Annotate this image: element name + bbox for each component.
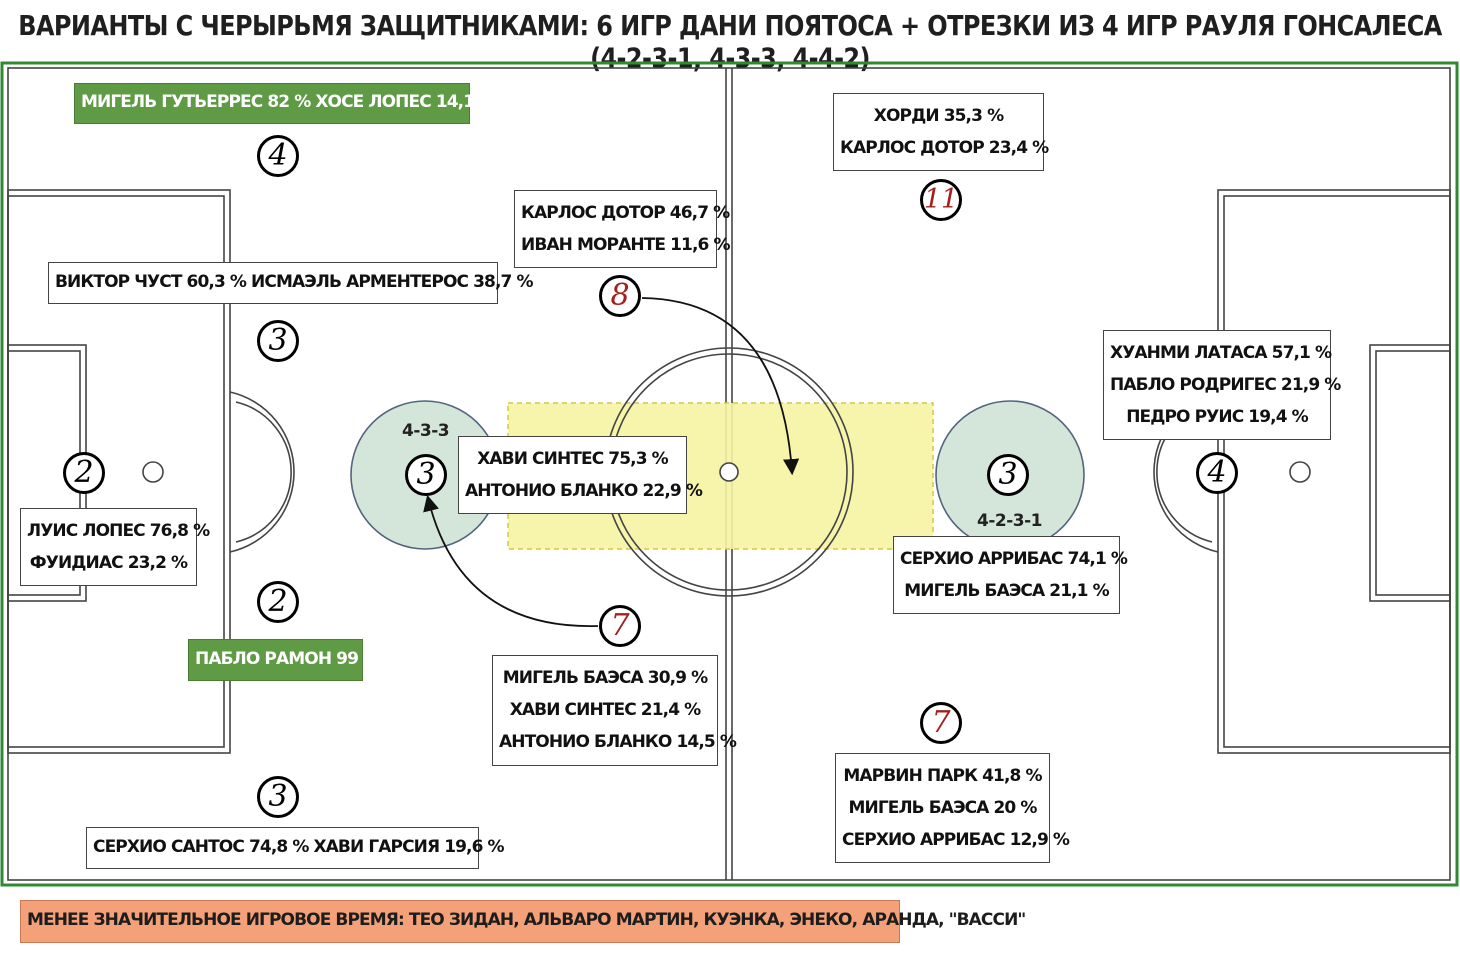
player-line: КАРЛОС ДОТОР 23,4 % — [840, 138, 1049, 158]
position-number-rcb: 2 — [257, 581, 299, 623]
player-line: ПАБЛО РОДРИГЕС 21,9 % — [1110, 375, 1341, 395]
players-box-lcb: ВИКТОР ЧУСТ 60,3 % ИСМАЭЛЬ АРМЕНТЕРОС 38… — [48, 262, 533, 304]
players-box-lb: МИГЕЛЬ ГУТЬЕРРЕС 82 % ХОСЕ ЛОПЕС 14,1 % — [74, 83, 496, 124]
pitch-border — [0, 61, 1459, 887]
position-number-dm: 3 — [405, 454, 447, 496]
player-line: КАРЛОС ДОТОР 46,7 % — [521, 203, 730, 223]
player-line: МИГЕЛЬ БАЭСА 20 % — [848, 798, 1037, 818]
position-number-am: 3 — [987, 454, 1029, 496]
center-spot — [719, 462, 739, 482]
position-number-rb: 3 — [257, 776, 299, 818]
right-penalty-spot — [1289, 461, 1311, 483]
player-line: ПЕДРО РУИС 19,4 % — [1126, 407, 1309, 427]
player-line: СЕРХИО САНТОС 74,8 % ХАВИ ГАРСИЯ 19,6 % — [93, 837, 505, 857]
position-number-lcb: 3 — [257, 320, 299, 362]
left-penalty-arc — [229, 391, 295, 553]
position-number-st: 4 — [1196, 452, 1238, 494]
formation-label-4231: 4-2-3-1 — [977, 511, 1042, 531]
arrow-7-back — [423, 494, 599, 627]
player-line: СЕРХИО АРРИБАС 74,1 % — [900, 549, 1128, 569]
players-box-gk: ЛУИС ЛОПЕС 76,8 % ФУИДИАС 23,2 % — [20, 508, 210, 586]
player-line: ХОРДИ 35,3 % — [873, 106, 1004, 126]
right-penalty-area — [1217, 189, 1451, 754]
position-number-gk: 2 — [63, 452, 105, 494]
position-number-lb: 4 — [257, 135, 299, 177]
player-line: ИВАН МОРАНТЕ 11,6 % — [521, 235, 731, 255]
player-line: СЕРХИО АРРИБАС 12,9 % — [842, 830, 1070, 850]
player-line: МАРВИН ПАРК 41,8 % — [843, 766, 1042, 786]
player-line: ПАБЛО РАМОН 99 % — [195, 649, 380, 669]
player-line: ХАВИ СИНТЕС 75,3 % — [477, 449, 669, 469]
player-line: МИГЕЛЬ ГУТЬЕРРЕС 82 % ХОСЕ ЛОПЕС 14,1 % — [81, 92, 496, 112]
player-line: МИГЕЛЬ БАЭСА 21,1 % — [904, 581, 1109, 601]
page-title: ВАРИАНТЫ С ЧЕРЫРЬМЯ ЗАЩИТНИКАМИ: 6 ИГР Д… — [18, 9, 1442, 75]
left-penalty-spot — [142, 461, 164, 483]
position-number-lw: 11 — [920, 179, 962, 221]
player-line: ХАВИ СИНТЕС 21,4 % — [509, 700, 702, 720]
players-box-rw: МАРВИН ПАРК 41,8 % МИГЕЛЬ БАЭСА 20 % СЕР… — [835, 753, 1070, 863]
player-line: АНТОНИО БЛАНКО 22,9 % — [465, 481, 703, 501]
position-number-cm8: 8 — [599, 275, 641, 317]
right-goal-area — [1369, 344, 1451, 602]
players-box-rcb: ПАБЛО РАМОН 99 % — [188, 639, 380, 681]
football-pitch — [0, 61, 1459, 887]
footer-note: МЕНЕЕ ЗНАЧИТЕЛЬНОЕ ИГРОВОЕ ВРЕМЯ: ТЕО ЗИ… — [20, 900, 1026, 943]
players-box-dm: ХАВИ СИНТЕС 75,3 % АНТОНИО БЛАНКО 22,9 % — [458, 436, 703, 514]
player-line: АНТОНИО БЛАНКО 14,5 % — [499, 732, 737, 752]
players-box-cm7: МИГЕЛЬ БАЭСА 30,9 % ХАВИ СИНТЕС 21,4 % А… — [492, 655, 737, 766]
players-box-am: СЕРХИО АРРИБАС 74,1 % МИГЕЛЬ БАЭСА 21,1 … — [893, 536, 1128, 614]
players-box-rb: СЕРХИО САНТОС 74,8 % ХАВИ ГАРСИЯ 19,6 % — [86, 827, 505, 869]
arrow-8-forward — [641, 297, 800, 476]
position-number-rw: 7 — [920, 702, 962, 744]
players-box-cm8: КАРЛОС ДОТОР 46,7 % ИВАН МОРАНТЕ 11,6 % — [514, 190, 731, 268]
formation-label-433: 4-3-3 — [402, 421, 450, 441]
player-line: ВИКТОР ЧУСТ 60,3 % ИСМАЭЛЬ АРМЕНТЕРОС 38… — [55, 272, 533, 292]
players-box-st: ХУАНМИ ЛАТАСА 57,1 % ПАБЛО РОДРИГЕС 21,9… — [1103, 330, 1341, 440]
player-line: ЛУИС ЛОПЕС 76,8 % — [27, 521, 210, 541]
position-number-cm7: 7 — [599, 605, 641, 647]
player-line: МИГЕЛЬ БАЭСА 30,9 % — [502, 668, 708, 688]
player-line: ФУИДИАС 23,2 % — [29, 553, 188, 573]
players-box-lw: ХОРДИ 35,3 % КАРЛОС ДОТОР 23,4 % — [833, 93, 1049, 171]
player-line: ХУАНМИ ЛАТАСА 57,1 % — [1110, 343, 1332, 363]
